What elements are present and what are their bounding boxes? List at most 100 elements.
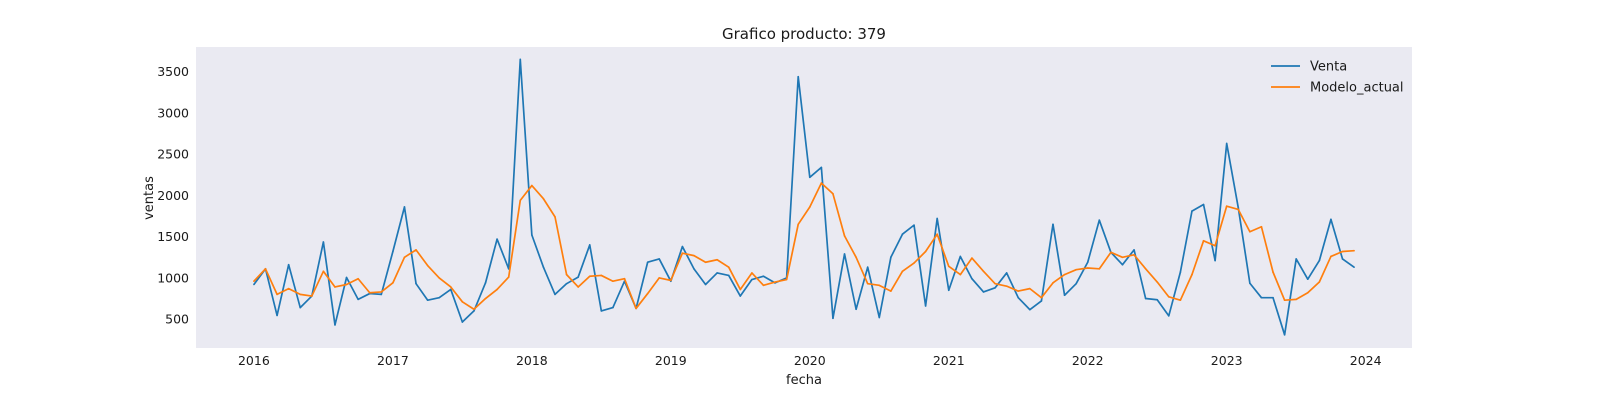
data-point: [936, 217, 938, 220]
x-tick-label: 2020: [794, 353, 826, 368]
legend: Venta Modelo_actual: [1271, 60, 1404, 96]
data-point: [832, 317, 834, 320]
data-point: [403, 206, 406, 208]
data-point: [982, 270, 985, 273]
chart-title: Grafico producto: 379: [722, 25, 886, 43]
data-point: [971, 257, 973, 259]
data-point: [797, 223, 800, 226]
data-point: [808, 206, 811, 208]
data-point: [1330, 218, 1332, 221]
series-line-modelo-actual: [253, 182, 1355, 311]
data-point: [380, 291, 383, 293]
data-point: [762, 284, 765, 287]
data-point: [994, 287, 996, 289]
data-point: [855, 256, 857, 259]
data-point: [600, 310, 603, 312]
data-point: [901, 270, 904, 273]
data-point: [1144, 297, 1147, 300]
x-tick-label: 2023: [1211, 353, 1243, 368]
data-point: [1214, 259, 1216, 262]
data-point: [1306, 278, 1309, 280]
legend-label: Venta: [1310, 60, 1347, 75]
data-point: [878, 284, 881, 287]
data-point: [727, 274, 730, 277]
data-point: [519, 199, 522, 202]
data-point: [1029, 308, 1031, 311]
data-point: [843, 235, 846, 237]
data-point: [1075, 282, 1077, 285]
data-point: [1005, 272, 1008, 274]
data-point: [739, 295, 742, 297]
legend-label: Modelo_actual: [1310, 81, 1404, 96]
data-point: [287, 263, 290, 266]
x-tick-label: 2022: [1072, 353, 1104, 368]
data-point: [426, 264, 429, 267]
data-point: [507, 276, 510, 278]
data-point: [982, 291, 985, 293]
data-point: [820, 166, 823, 169]
y-tick-label: 2500: [157, 147, 189, 162]
series-points-venta: [253, 58, 1355, 336]
data-point: [658, 277, 661, 279]
data-point: [1272, 296, 1274, 299]
data-point: [357, 277, 359, 280]
x-tick-label: 2017: [377, 353, 409, 368]
data-point: [1168, 315, 1170, 317]
data-point: [716, 258, 718, 261]
data-point: [1272, 271, 1274, 273]
data-point: [1121, 256, 1124, 259]
data-point: [1005, 285, 1008, 287]
data-point: [670, 279, 672, 282]
data-point: [936, 233, 938, 235]
x-axis-title: fecha: [786, 373, 822, 388]
data-point: [1237, 207, 1240, 209]
data-point: [1318, 259, 1321, 262]
x-axis: 2016 2017 2018 2019 2020 2021 2022 2023 2024: [238, 353, 1382, 368]
data-point: [1202, 203, 1205, 206]
data-point: [693, 254, 695, 257]
data-point: [1283, 334, 1286, 336]
data-point: [1237, 208, 1240, 211]
data-point: [1249, 230, 1251, 233]
data-point: [866, 282, 869, 285]
data-point: [1214, 244, 1216, 247]
data-point: [392, 250, 394, 253]
data-point: [635, 307, 637, 310]
data-point: [403, 256, 406, 259]
data-point: [461, 321, 464, 323]
data-point: [276, 293, 278, 296]
data-point: [345, 276, 348, 279]
data-point: [1086, 261, 1089, 264]
data-point: [577, 276, 579, 278]
data-point: [484, 282, 487, 284]
data-point: [693, 268, 695, 270]
data-point: [1295, 298, 1297, 301]
data-point: [751, 272, 753, 274]
data-point: [1225, 205, 1228, 207]
data-point: [913, 224, 915, 226]
data-point: [612, 306, 614, 309]
data-point: [1063, 294, 1066, 297]
data-point: [1341, 258, 1344, 260]
data-point: [334, 324, 336, 326]
data-point: [1330, 255, 1332, 258]
data-point: [380, 293, 383, 296]
data-point: [681, 252, 684, 254]
data-point: [774, 281, 776, 283]
data-point: [276, 314, 278, 317]
data-point: [704, 261, 707, 264]
data-point: [1144, 268, 1147, 270]
data-point: [368, 291, 371, 294]
data-point: [890, 290, 892, 292]
data-point: [588, 244, 591, 246]
data-point: [531, 234, 533, 236]
data-point: [959, 273, 962, 276]
data-point: [1121, 263, 1124, 266]
data-point: [646, 261, 649, 264]
data-point: [322, 241, 325, 243]
data-point: [1029, 287, 1031, 290]
y-tick-label: 2000: [157, 188, 189, 203]
data-point: [449, 288, 452, 291]
data-point: [994, 282, 996, 285]
data-point: [1260, 296, 1263, 299]
